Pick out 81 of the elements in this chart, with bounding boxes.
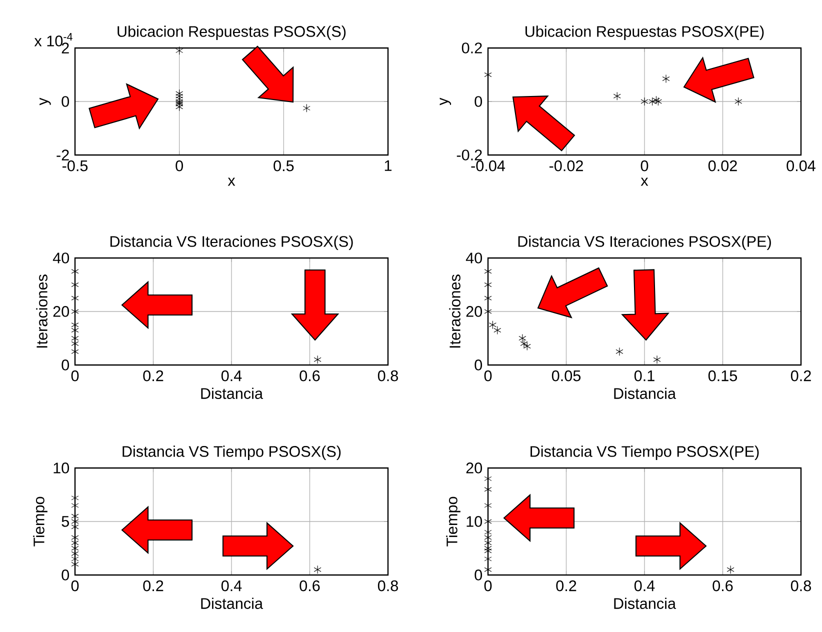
point [302,104,310,112]
x-axis-title: x [640,178,648,186]
point [613,92,621,100]
point [640,97,648,106]
x-tick-label: 0 [176,160,183,172]
point [654,97,662,106]
x-tick-label: 0.05 [552,370,581,382]
y-tick-label: 0 [62,360,70,370]
y-axis-title: Iteraciones [36,274,48,348]
x-tick-label: 0.4 [221,580,242,592]
y-tick-label: 10 [466,516,482,527]
y-tick-label: 0 [62,96,70,107]
y-tick-label: 0 [474,570,482,580]
y-tick-label: 40 [52,252,70,264]
y-tick-label: 20 [53,306,70,317]
x-tick-label: 0 [640,160,648,172]
x-tick-label: -0.02 [549,160,583,172]
x-tick-label: 0 [484,580,492,592]
point [662,74,670,84]
point [652,96,660,104]
point [726,565,734,574]
x-axis-title: Distancia [614,388,676,399]
y-tick-label: 20 [466,306,482,317]
y-axis-title: y [40,98,51,106]
point [648,97,656,106]
x-tick-label: 1 [384,160,392,171]
x-tick-label: 0.5 [274,160,294,172]
x-tick-label: 0 [71,580,79,592]
chart-title: Distancia VS Tiempo PSOSX(PE) [530,446,759,460]
y-axis-title: Tiempo [446,496,460,546]
x-tick-label: 0.6 [300,370,320,382]
x-tick-label: -0.04 [471,160,506,172]
y-tick-label: 5 [62,516,69,527]
chart-title: Ubicacion Respuestas PSOSX(S) [118,26,346,40]
y-tick-label: 0 [62,570,70,580]
x-axis-title: x [228,178,236,186]
point [314,565,322,574]
x-tick-label: 0 [71,370,79,382]
x-tick-label: 0.4 [634,580,655,592]
point [653,355,661,364]
x-tick-label: 0.8 [378,370,398,382]
point [176,46,184,55]
x-tick-label: 0.04 [786,160,816,172]
y-axis-title: Tiempo [33,496,48,546]
x-axis-title: Distancia [614,598,676,609]
point [176,94,184,104]
x-tick-label: 0.6 [712,580,733,592]
y-axis-title: y [440,98,452,106]
x-tick-label: 0.15 [708,370,738,382]
y-tick-label: -2 [56,150,69,160]
y-tick-label: 0.2 [462,42,482,54]
x-tick-label: 0.8 [790,580,811,592]
x-tick-label: 0.2 [556,580,576,592]
x-tick-label: 0.02 [708,160,737,172]
x-tick-label: 0.2 [790,370,811,382]
point [616,347,624,356]
chart-title: Distancia VS Iteraciones PSOSX(S) [110,236,353,250]
chart-title: Distancia VS Iteraciones PSOSX(PE) [518,236,771,250]
x-axis-title: Distancia [201,388,264,399]
x-tick-label: 0.2 [143,370,164,382]
x-tick-label: 0.2 [143,580,164,592]
x-tick-label: -0.5 [62,160,88,172]
x-tick-label: 0 [484,370,492,382]
point [176,89,184,98]
y-tick-label: 20 [466,462,482,474]
y-tick-label: 10 [54,462,70,474]
point [734,97,742,106]
y-tick-label: 0 [474,360,482,370]
x-tick-label: 0.4 [221,370,242,382]
y-tick-label: 0 [474,96,482,107]
x-axis-title: Distancia [201,598,264,609]
y-tick-label: 40 [466,252,482,264]
x-tick-label: 0.1 [634,370,654,382]
chart-title: Distancia VS Tiempo PSOSX(S) [122,446,341,460]
y-axis-title: Iteraciones [449,274,460,348]
chart-title: Ubicacion Respuestas PSOSX(PE) [526,26,764,40]
x-tick-label: 0.6 [300,580,320,592]
point [314,355,322,364]
y-tick-label: -0.2 [456,150,482,160]
x-tick-label: 0.8 [378,580,398,592]
point [176,92,184,100]
